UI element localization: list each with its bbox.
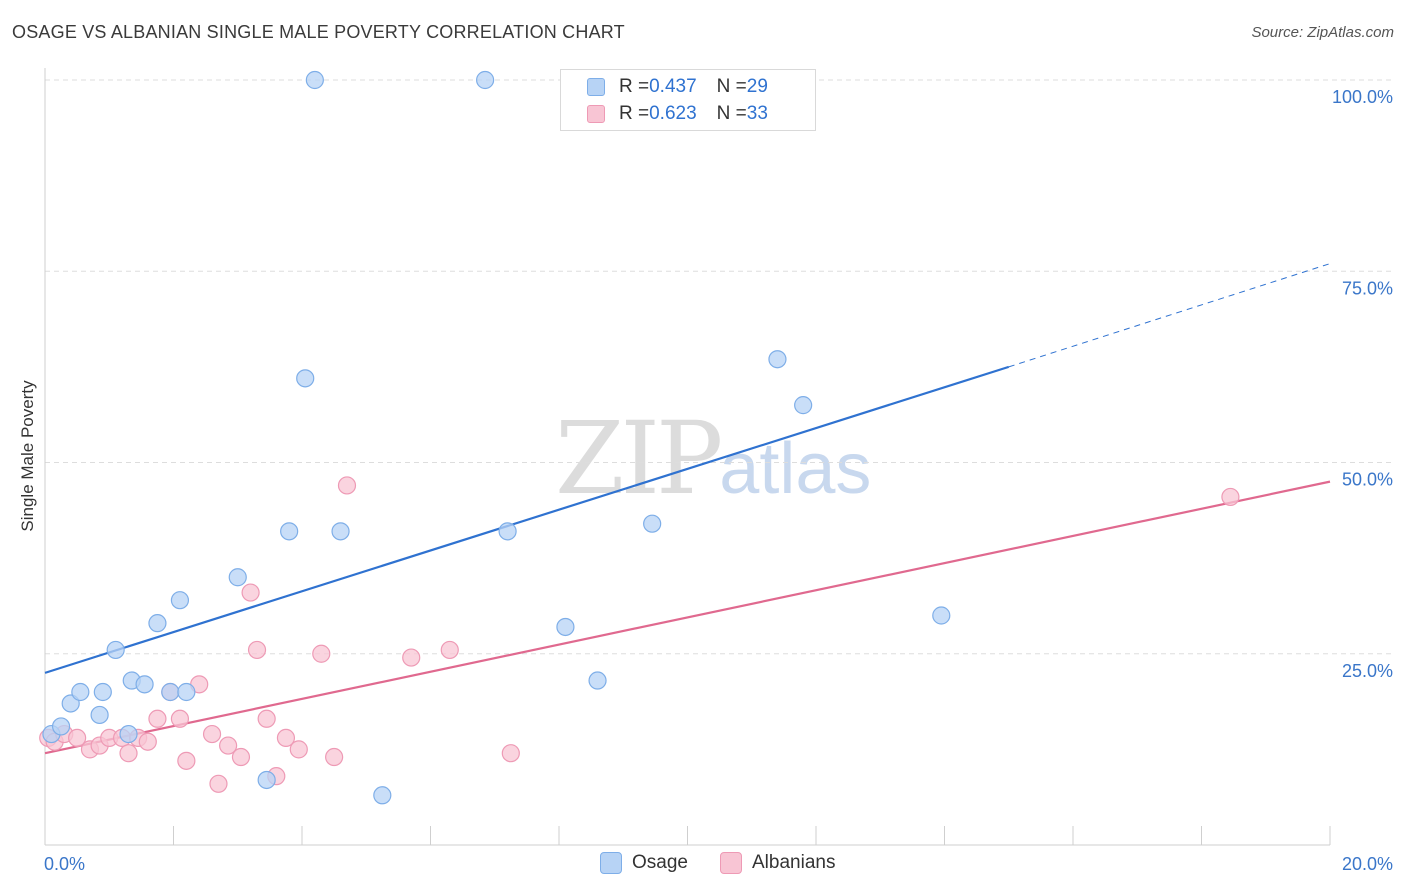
osage-legend-label: Osage: [632, 852, 688, 873]
osage-n-label: N =: [716, 76, 747, 97]
albanians-point: [337, 476, 357, 495]
osage-r-label: R =: [619, 76, 650, 97]
osage-point: [794, 396, 813, 415]
osage-point: [331, 522, 350, 541]
watermark-atlas: atlas: [719, 429, 872, 509]
source-label: Source: ZipAtlas.com: [1251, 24, 1394, 41]
osage-point: [161, 682, 180, 702]
osage-point: [556, 617, 575, 637]
osage-point: [768, 350, 787, 369]
albanians-point: [402, 648, 421, 667]
albanians-point: [202, 724, 222, 744]
osage-point: [71, 682, 90, 702]
albanians-point: [138, 732, 157, 751]
osage-point: [305, 70, 324, 90]
osage-point: [51, 717, 71, 736]
albanians-point: [241, 583, 260, 602]
albanians-point: [209, 774, 228, 793]
albanians-n-label: N =: [716, 103, 747, 124]
osage-point: [476, 70, 495, 90]
albanians-point: [119, 744, 138, 763]
osage-point: [135, 675, 154, 694]
osage-point: [296, 369, 315, 388]
legend-row-albanians: R = 0.623 N = 33: [587, 102, 768, 126]
osage-point: [177, 682, 196, 702]
osage-trendline-extension: [1008, 263, 1331, 368]
y-tick-label-75: 75.0%: [1342, 278, 1393, 298]
osage-point: [170, 591, 190, 610]
albanians-point: [177, 751, 196, 770]
correlation-legend: R = 0.437 N = 29 R = 0.623 N = 33: [560, 69, 816, 131]
osage-point: [280, 522, 299, 541]
osage-point: [148, 614, 167, 633]
albanians-point: [219, 736, 238, 755]
albanians-legend-swatch: [720, 852, 742, 874]
albanians-r-value: 0.623: [649, 103, 697, 124]
legend-item-albanians[interactable]: Albanians: [720, 852, 835, 874]
osage-r-value: 0.437: [649, 76, 697, 97]
y-tick-label-25: 25.0%: [1342, 661, 1393, 681]
osage-point: [119, 724, 138, 744]
legend-item-osage[interactable]: Osage: [600, 852, 688, 874]
albanians-n-value: 33: [746, 103, 768, 124]
albanians-point: [289, 740, 308, 759]
series-legend: Osage Albanians: [0, 852, 1406, 876]
osage-point: [93, 682, 112, 702]
chart-title: OSAGE VS ALBANIAN SINGLE MALE POVERTY CO…: [12, 22, 625, 42]
albanians-point: [257, 709, 276, 728]
osage-point: [106, 640, 125, 660]
albanians-point: [247, 640, 267, 660]
albanians-point: [1221, 487, 1240, 507]
y-tick-label-50: 50.0%: [1342, 470, 1393, 490]
osage-point: [90, 705, 109, 725]
x-tick-label-20: 20.0%: [1342, 854, 1393, 874]
osage-n-value: 29: [746, 76, 768, 97]
albanians-point: [276, 728, 296, 748]
osage-trendline: [44, 365, 1010, 674]
albanians-point: [68, 728, 87, 748]
osage-point: [498, 522, 517, 541]
y-tick-label-100: 100.0%: [1332, 87, 1393, 107]
osage-point: [228, 568, 247, 587]
watermark: ZIPatlas: [555, 400, 871, 517]
albanians-legend-label: Albanians: [752, 852, 836, 873]
albanians-point: [170, 709, 190, 728]
albanians-point: [325, 747, 344, 767]
osage-point: [588, 671, 607, 690]
legend-row-osage: R = 0.437 N = 29: [587, 75, 768, 99]
albanians-point: [312, 644, 331, 663]
osage-swatch: [587, 78, 605, 96]
osage-legend-swatch: [600, 852, 622, 874]
albanians-point: [501, 744, 520, 763]
osage-point: [643, 514, 662, 533]
albanians-trendline: [44, 480, 1331, 755]
x-tick-label-0: 0.0%: [44, 854, 85, 874]
albanians-point: [231, 747, 251, 767]
osage-point: [257, 770, 276, 790]
osage-point: [373, 786, 392, 805]
osage-point: [932, 606, 951, 625]
albanians-point: [148, 709, 167, 728]
albanians-swatch: [587, 105, 605, 123]
albanians-point: [440, 640, 459, 660]
albanians-r-label: R =: [619, 103, 650, 124]
watermark-zip: ZIP: [555, 400, 723, 517]
